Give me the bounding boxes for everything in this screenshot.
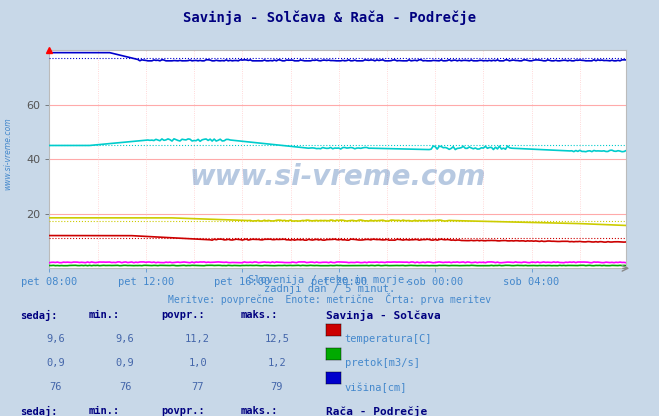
Text: zadnji dan / 5 minut.: zadnji dan / 5 minut.: [264, 284, 395, 294]
Text: 11,2: 11,2: [185, 334, 210, 344]
Text: Slovenija / reke in morje.: Slovenija / reke in morje.: [248, 275, 411, 285]
Text: 9,6: 9,6: [47, 334, 65, 344]
Text: 1,0: 1,0: [188, 358, 207, 368]
Text: temperatura[C]: temperatura[C]: [345, 334, 432, 344]
Text: min.:: min.:: [89, 310, 120, 320]
Text: pretok[m3/s]: pretok[m3/s]: [345, 358, 420, 368]
Text: maks.:: maks.:: [241, 406, 278, 416]
Text: Savinja - Solčava & Rača - Podrečje: Savinja - Solčava & Rača - Podrečje: [183, 10, 476, 25]
Text: Rača - Podrečje: Rača - Podrečje: [326, 406, 428, 416]
Text: višina[cm]: višina[cm]: [345, 382, 407, 393]
Text: 76: 76: [50, 382, 62, 392]
Text: 9,6: 9,6: [116, 334, 134, 344]
Text: sedaj:: sedaj:: [20, 310, 57, 321]
Text: www.si-vreme.com: www.si-vreme.com: [190, 163, 486, 191]
Text: 0,9: 0,9: [116, 358, 134, 368]
Text: 1,2: 1,2: [268, 358, 286, 368]
Text: Meritve: povprečne  Enote: metrične  Črta: prva meritev: Meritve: povprečne Enote: metrične Črta:…: [168, 293, 491, 305]
Text: maks.:: maks.:: [241, 310, 278, 320]
Text: min.:: min.:: [89, 406, 120, 416]
Text: 77: 77: [192, 382, 204, 392]
Text: 76: 76: [119, 382, 131, 392]
Text: 12,5: 12,5: [264, 334, 289, 344]
Text: povpr.:: povpr.:: [161, 310, 205, 320]
Text: www.si-vreme.com: www.si-vreme.com: [3, 118, 13, 190]
Text: sedaj:: sedaj:: [20, 406, 57, 416]
Text: povpr.:: povpr.:: [161, 406, 205, 416]
Text: Savinja - Solčava: Savinja - Solčava: [326, 310, 441, 321]
Text: 0,9: 0,9: [47, 358, 65, 368]
Text: 79: 79: [271, 382, 283, 392]
